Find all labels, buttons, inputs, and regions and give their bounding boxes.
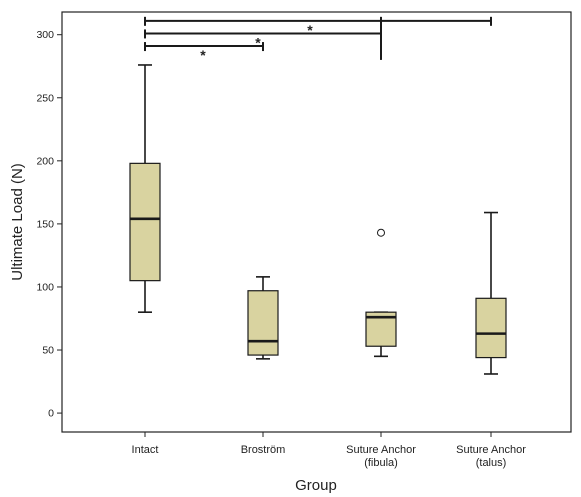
x-tick-label: Intact <box>132 444 159 456</box>
y-tick-label: 150 <box>36 218 54 230</box>
x-tick-label: Broström <box>241 444 286 456</box>
interquartile-box <box>475 297 507 359</box>
box-2 <box>247 276 279 360</box>
x-tick-label: Suture Anchor <box>456 444 526 456</box>
interquartile-box <box>247 290 279 356</box>
significance-bracket: * <box>144 16 492 38</box>
x-tick-label: (fibula) <box>364 457 398 469</box>
y-axis: 0 50 100 150 200 250 300 <box>36 29 62 420</box>
box-1 <box>129 64 161 313</box>
y-tick-label: 300 <box>36 29 54 41</box>
y-tick-label: 250 <box>36 92 54 104</box>
y-tick-label: 100 <box>36 281 54 293</box>
y-tick-label: 50 <box>42 345 54 357</box>
x-axis-title: Group <box>295 477 337 494</box>
significance-brackets: * * * <box>144 16 492 63</box>
box-4 <box>475 211 507 375</box>
x-tick-label: Suture Anchor <box>346 444 416 456</box>
y-tick-label: 200 <box>36 155 54 167</box>
y-axis-title: Ultimate Load (N) <box>9 163 26 281</box>
interquartile-box <box>129 162 161 282</box>
y-tick-label: 0 <box>48 408 54 420</box>
outlier-point <box>377 228 385 237</box>
plot-area-frame <box>61 11 572 433</box>
significance-bracket: * <box>144 42 264 63</box>
significance-star: * <box>307 22 313 38</box>
box-series <box>129 64 507 375</box>
significance-star: * <box>200 47 206 63</box>
significance-star: * <box>255 34 261 50</box>
x-tick-label: (talus) <box>476 457 507 469</box>
x-axis: Intact Broström Suture Anchor(fibula)Sutur… <box>132 432 526 469</box>
box-3 <box>365 228 397 358</box>
